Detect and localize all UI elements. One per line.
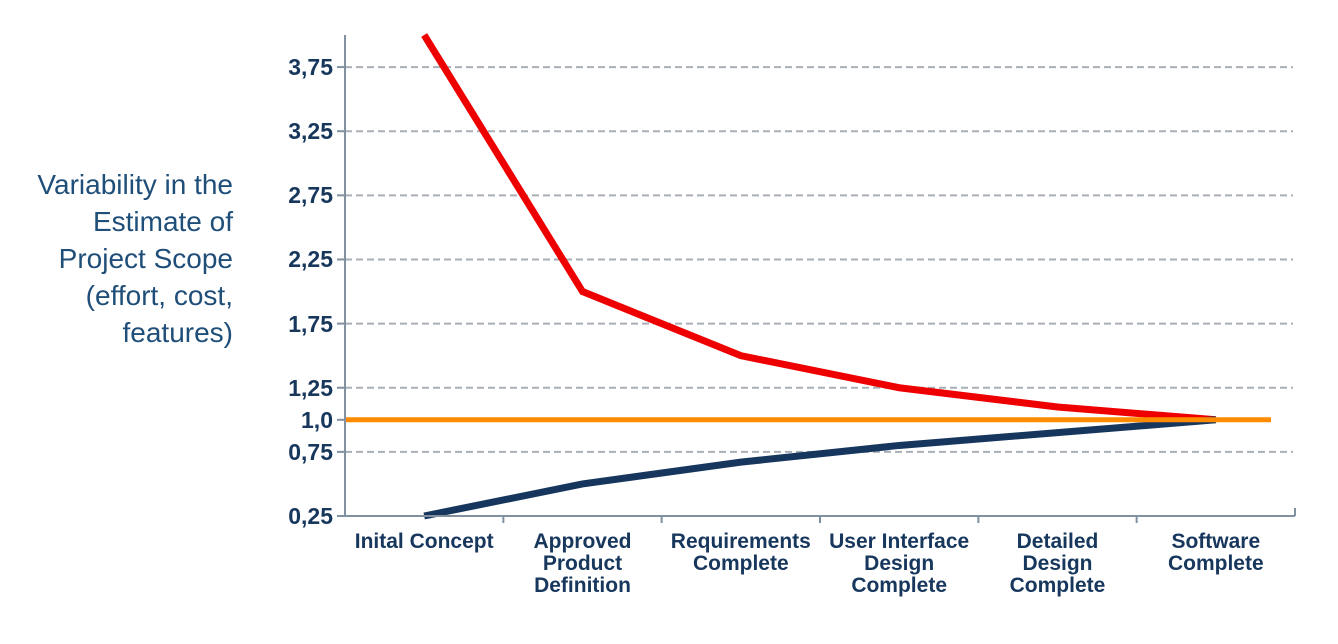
x-category-label-0: Inital Concept [354, 530, 494, 553]
x-category-label-3: User Interface Design Complete [829, 530, 970, 597]
x-category-label-5: Software Complete [1167, 530, 1264, 575]
y-tick-label-0,75: 0,75 [288, 438, 333, 465]
y-tick-label-1,25: 1,25 [288, 374, 333, 401]
y-axis-title: Variability in the Estimate of Project S… [37, 169, 233, 348]
y-tick-label-3,25: 3,25 [288, 118, 333, 145]
y-tick-label-2,25: 2,25 [288, 246, 333, 273]
y-tick-label-0,25: 0,25 [288, 503, 333, 529]
lower-estimate-line [423, 416, 1217, 520]
x-category-label-1: Approved Product Definition [533, 530, 632, 597]
x-category-label-2: Requirements Complete [670, 530, 811, 575]
y-tick-label-1,75: 1,75 [288, 310, 333, 337]
y-tick-label-3,75: 3,75 [288, 54, 333, 81]
y-tick-label-2,75: 2,75 [288, 182, 333, 209]
y-tick-label-1,0: 1,0 [301, 406, 333, 433]
x-category-label-4: Detailed Design Complete [1009, 530, 1106, 597]
upper-estimate-line [421, 33, 1217, 424]
